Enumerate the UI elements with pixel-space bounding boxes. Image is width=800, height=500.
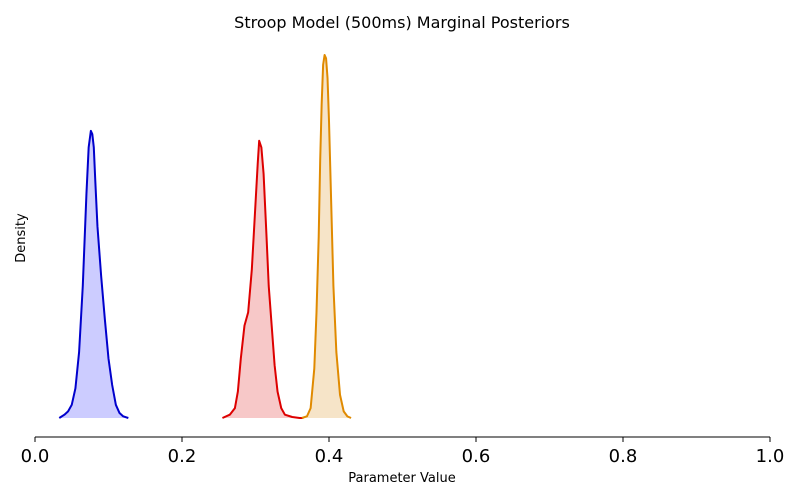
x-tick-label: 0.2 [168, 446, 197, 467]
series-layer [58, 54, 352, 419]
x-axis-label: Parameter Value [348, 471, 455, 486]
series-1-line [222, 139, 304, 419]
x-tick-label: 0.8 [609, 446, 638, 467]
series-2-line [301, 54, 352, 419]
chart-title: Stroop Model (500ms) Marginal Posteriors [234, 13, 570, 32]
x-tick-label: 1.0 [756, 446, 785, 467]
y-axis-label: Density [14, 213, 29, 263]
series-1-area [222, 140, 304, 419]
series-2-area [301, 55, 352, 418]
series-0-line [58, 129, 129, 419]
x-tick-label: 0.4 [315, 446, 344, 467]
series-0-area [59, 130, 129, 418]
x-tick-label: 0.6 [462, 446, 491, 467]
x-tick-layer: 0.0 0.2 0.4 0.6 0.8 1.0 [21, 437, 785, 467]
x-tick-label: 0.0 [21, 446, 50, 467]
